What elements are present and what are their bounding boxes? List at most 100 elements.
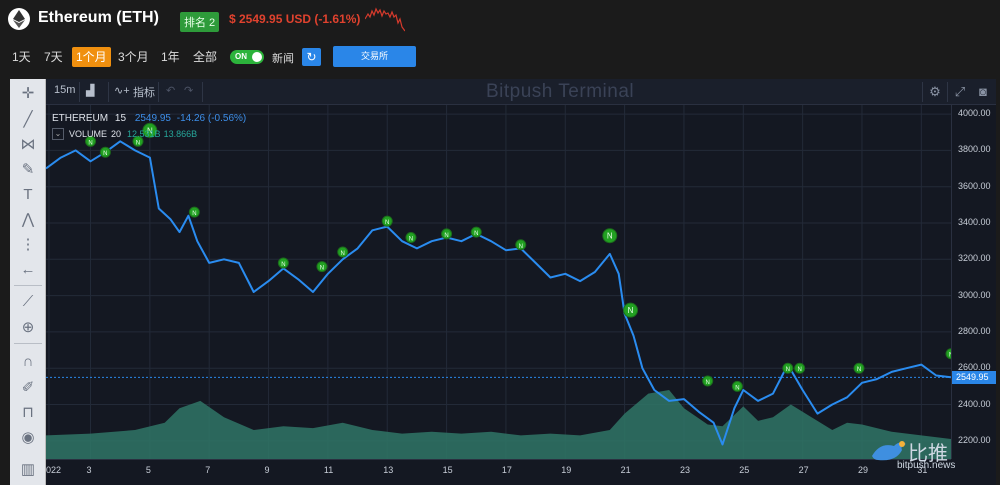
lock-icon[interactable]: ⊓ <box>22 404 34 421</box>
price-axis[interactable]: 4000.00 3800.00 3600.00 3400.00 3200.00 3000.… <box>951 105 996 459</box>
news-marker[interactable] <box>945 348 951 360</box>
range-1d-button[interactable]: 1天 <box>12 50 31 64</box>
news-marker[interactable] <box>132 135 144 147</box>
time-axis[interactable]: 022 3 5 7 9 11 13 15 17 19 21 23 25 27 29 31 <box>46 459 951 485</box>
brush-icon[interactable]: ✎ <box>21 161 35 178</box>
ruler-icon[interactable]: ⟋ <box>22 293 34 310</box>
news-marker[interactable] <box>623 302 639 318</box>
news-marker[interactable] <box>853 362 865 374</box>
refresh-button[interactable]: ↻ <box>302 48 321 66</box>
crosshair-icon[interactable]: ✛ <box>21 85 35 102</box>
news-marker[interactable] <box>602 228 618 244</box>
volume-area <box>46 390 951 459</box>
news-marker-label: N <box>786 367 790 373</box>
undo-icon[interactable]: ↶ <box>166 85 176 97</box>
range-7d-button[interactable]: 7天 <box>44 50 63 64</box>
brand-name: 比推 <box>908 443 948 465</box>
collapse-chevron-icon[interactable]: ⌄ <box>52 128 64 140</box>
prediction-icon[interactable]: ⋮ <box>20 236 36 253</box>
y-tick-label: 2200.00 <box>958 434 991 445</box>
news-marker-label: N <box>706 380 710 386</box>
news-marker[interactable] <box>316 261 328 273</box>
x-tick-label: 31 <box>917 465 928 475</box>
news-marker[interactable] <box>277 257 289 269</box>
news-marker[interactable] <box>782 362 794 374</box>
x-tick-label: 7 <box>205 465 211 475</box>
news-marker-label: N <box>798 367 802 373</box>
magnet-icon[interactable]: ∩ <box>22 353 34 370</box>
news-toggle-state: ON <box>235 52 247 61</box>
news-marker-label: N <box>857 367 861 373</box>
news-marker[interactable] <box>515 239 527 251</box>
x-tick-label: 25 <box>739 465 750 475</box>
news-marker[interactable] <box>405 232 417 244</box>
news-label: 新闻 <box>272 53 294 65</box>
terminal-title: Bitpush Terminal <box>486 81 635 102</box>
news-marker[interactable] <box>99 146 111 158</box>
x-tick-label: 5 <box>145 465 151 475</box>
current-price-tag: 2549.95 <box>952 371 996 385</box>
y-tick-label: 2400.00 <box>958 398 991 409</box>
x-tick-label: 022 <box>46 465 62 475</box>
legend-interval: 15 <box>114 113 127 124</box>
price-chart[interactable]: N N N N N N N N N N N N N N N N N N N N N <box>46 105 951 459</box>
range-all-button[interactable]: 全部 <box>193 50 218 64</box>
news-toggle[interactable]: ON <box>230 50 264 64</box>
news-marker[interactable] <box>142 122 158 138</box>
indicators-button[interactable]: 指标 <box>133 87 155 99</box>
news-marker[interactable] <box>794 362 806 374</box>
redo-icon[interactable]: ↷ <box>184 85 194 97</box>
zoom-icon[interactable]: ⊕ <box>21 319 35 336</box>
news-marker[interactable] <box>731 380 743 392</box>
indicators-icon[interactable]: ∿+ <box>114 85 130 97</box>
news-marker[interactable] <box>381 215 393 227</box>
news-marker-label: N <box>735 385 739 391</box>
interval-select[interactable]: 15m <box>54 84 76 96</box>
exchange-button[interactable]: 交易所 <box>333 46 416 67</box>
x-tick-label: 3 <box>86 465 92 475</box>
y-tick-label: 3600.00 <box>958 180 991 191</box>
chart-style-icon[interactable]: ▟ <box>86 85 95 97</box>
y-tick-label: 4000.00 <box>958 108 991 119</box>
header: Ethereum (ETH) 排名 2 $ 2549.95 USD (-1.61… <box>0 0 1000 40</box>
x-tick-label: 19 <box>561 465 572 475</box>
y-tick-label: 2800.00 <box>958 325 991 336</box>
chart-topbar: 15m ▟ ∿+ 指标 ↶ ↷ Bitpush Terminal ⚙ ⤢ ◙ <box>46 79 996 105</box>
fullscreen-icon[interactable]: ⤢ <box>954 84 966 99</box>
bitpush-bird-icon <box>872 441 906 461</box>
news-marker[interactable] <box>85 135 97 147</box>
ethereum-logo-icon <box>8 8 30 30</box>
volume-legend: ⌄ VOLUME 20 12.531B 13.866B <box>52 128 197 140</box>
news-marker[interactable] <box>188 206 200 218</box>
volume-label: VOLUME <box>69 129 108 139</box>
news-marker[interactable] <box>441 228 453 240</box>
range-1y-button[interactable]: 1年 <box>161 50 180 64</box>
eye-icon[interactable]: ◉ <box>21 429 35 446</box>
range-1m-button[interactable]: 1个月 <box>72 47 111 67</box>
back-arrow-icon[interactable]: ← <box>20 261 36 278</box>
settings-icon[interactable]: ⚙ <box>929 84 941 99</box>
pattern-icon[interactable]: ⋀ <box>21 211 35 228</box>
coin-title: Ethereum (ETH) <box>38 9 159 26</box>
x-tick-label: 27 <box>798 465 809 475</box>
news-marker-label: N <box>949 353 951 359</box>
x-tick-label: 9 <box>264 465 270 475</box>
x-tick-label: 13 <box>383 465 394 475</box>
news-marker[interactable] <box>470 226 482 238</box>
refresh-icon: ↻ <box>306 50 317 64</box>
news-marker-label: N <box>88 140 92 146</box>
volume-period: 20 <box>111 129 122 139</box>
trendline-icon[interactable]: ╱ <box>23 111 33 128</box>
pencil-lock-icon[interactable]: ✐ <box>21 379 35 396</box>
trash-icon[interactable]: ▥ <box>20 461 36 478</box>
news-marker-label: N <box>281 262 285 268</box>
fib-icon[interactable]: ⋈ <box>20 136 36 153</box>
news-marker[interactable] <box>702 375 714 387</box>
price-legend: ETHEREUM 15 2549.95 -14.26 (-0.56%) <box>52 113 246 124</box>
news-marker[interactable] <box>337 246 349 258</box>
text-tool-icon[interactable]: T <box>23 186 33 203</box>
camera-icon[interactable]: ◙ <box>979 84 987 99</box>
y-tick-label: 3200.00 <box>958 253 991 264</box>
range-3m-button[interactable]: 3个月 <box>118 50 149 64</box>
price-change: $ 2549.95 USD (-1.61%) <box>229 12 361 26</box>
